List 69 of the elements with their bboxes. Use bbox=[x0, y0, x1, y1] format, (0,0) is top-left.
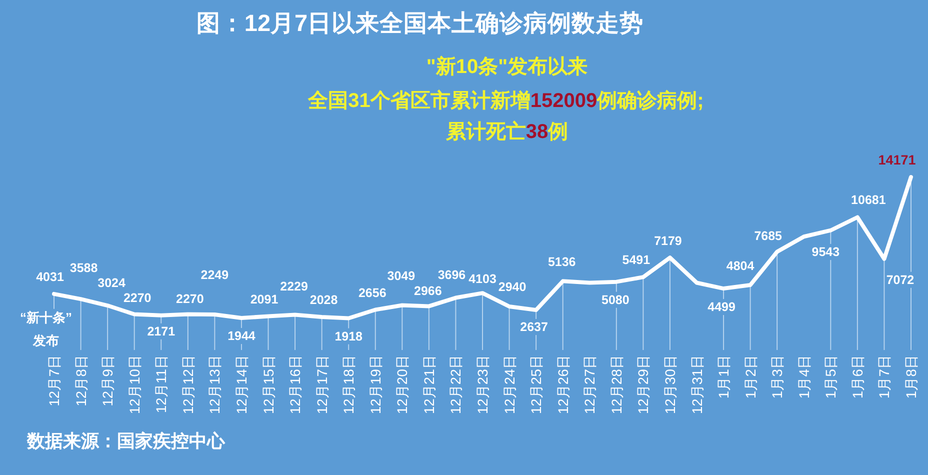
data-label: 1918 bbox=[334, 329, 362, 344]
data-label: 9543 bbox=[812, 244, 840, 259]
x-tick-label: 12月8日 bbox=[72, 355, 89, 406]
x-tick-label: 12月9日 bbox=[100, 355, 116, 406]
data-label: 2940 bbox=[498, 280, 526, 294]
data-label: 3024 bbox=[98, 276, 126, 290]
x-tick-label: 12月10日 bbox=[126, 355, 142, 414]
data-label: 3696 bbox=[438, 268, 466, 282]
x-tick-label: 12月17日 bbox=[314, 355, 330, 414]
x-tick-label: 12月23日 bbox=[474, 355, 490, 414]
data-label: 4031 bbox=[36, 270, 64, 284]
x-tick-label: 12月11日 bbox=[153, 355, 170, 414]
x-tick-label: 12月12日 bbox=[180, 355, 196, 414]
data-label: 5491 bbox=[622, 253, 650, 268]
data-label: 3049 bbox=[387, 269, 416, 284]
x-tick-label: 12月25日 bbox=[528, 355, 544, 414]
x-tick-label: 12月21日 bbox=[420, 355, 437, 414]
x-tick-label: 12月27日 bbox=[582, 355, 598, 414]
data-label: 2966 bbox=[414, 284, 442, 298]
data-label: 3588 bbox=[70, 261, 98, 276]
data-label: 2270 bbox=[123, 291, 152, 306]
title: 图：12月7日以来全国本土确诊病例数走势 bbox=[196, 10, 644, 36]
x-tick-label: 12月22日 bbox=[448, 355, 464, 414]
data-label: 7179 bbox=[654, 234, 682, 248]
annotation: 数据来源：国家疾控中心 bbox=[27, 431, 225, 451]
data-label: 4499 bbox=[708, 300, 736, 314]
x-tick-label: 12月16日 bbox=[287, 355, 304, 414]
x-tick-label: 1月8日 bbox=[903, 355, 919, 399]
data-label: 14171 bbox=[878, 152, 916, 168]
x-tick-label: 1月3日 bbox=[769, 355, 786, 399]
x-tick-label: 1月5日 bbox=[822, 355, 839, 399]
data-label: 2249 bbox=[200, 268, 229, 282]
annotation: “新十条” 发布 bbox=[20, 310, 72, 348]
x-tick-label: 12月7日 bbox=[46, 355, 62, 406]
x-tick-label: 12月20日 bbox=[394, 355, 410, 414]
data-label: 10681 bbox=[851, 193, 886, 208]
x-tick-label: 1月4日 bbox=[796, 355, 812, 399]
annotation: 累计死亡38例 bbox=[446, 121, 568, 143]
annotation: 全国31个省区市累计新增152009例确诊病例; bbox=[308, 90, 704, 112]
x-tick-label: 12月29日 bbox=[635, 355, 652, 414]
x-tick-label: 12月18日 bbox=[340, 355, 357, 414]
x-tick-label: 12月13日 bbox=[206, 355, 223, 414]
data-label: 7072 bbox=[886, 272, 914, 287]
data-label: 2091 bbox=[250, 292, 278, 306]
data-label: 5136 bbox=[548, 255, 576, 270]
x-tick-label: 12月14日 bbox=[233, 355, 250, 414]
x-tick-label: 1月1日 bbox=[716, 355, 732, 399]
data-label: 4804 bbox=[726, 259, 754, 273]
data-label: 2229 bbox=[280, 280, 308, 294]
data-label: 2637 bbox=[520, 320, 548, 334]
x-tick-label: 12月30日 bbox=[662, 355, 678, 414]
x-tick-label: 12月24日 bbox=[501, 355, 518, 414]
data-label: 1944 bbox=[228, 328, 256, 343]
x-tick-label: 12月15日 bbox=[260, 355, 276, 414]
x-tick-label: 1月6日 bbox=[849, 355, 866, 399]
data-label: 2171 bbox=[147, 324, 176, 338]
x-tick-label: 12月26日 bbox=[554, 355, 571, 414]
x-tick-label: 1月2日 bbox=[742, 355, 758, 399]
x-tick-label: 12月28日 bbox=[608, 355, 624, 414]
data-label: 2656 bbox=[358, 286, 386, 300]
data-label: 4103 bbox=[468, 272, 496, 286]
annotation: "新10条"发布以来 bbox=[426, 56, 588, 78]
x-tick-label: 1月7日 bbox=[876, 355, 892, 399]
x-tick-label: 12月19日 bbox=[367, 355, 384, 414]
data-label: 2028 bbox=[310, 293, 338, 308]
data-label: 5080 bbox=[602, 292, 630, 307]
data-label: 7685 bbox=[754, 228, 782, 243]
data-label: 2270 bbox=[176, 292, 204, 306]
x-tick-label: 12月31日 bbox=[688, 355, 705, 414]
